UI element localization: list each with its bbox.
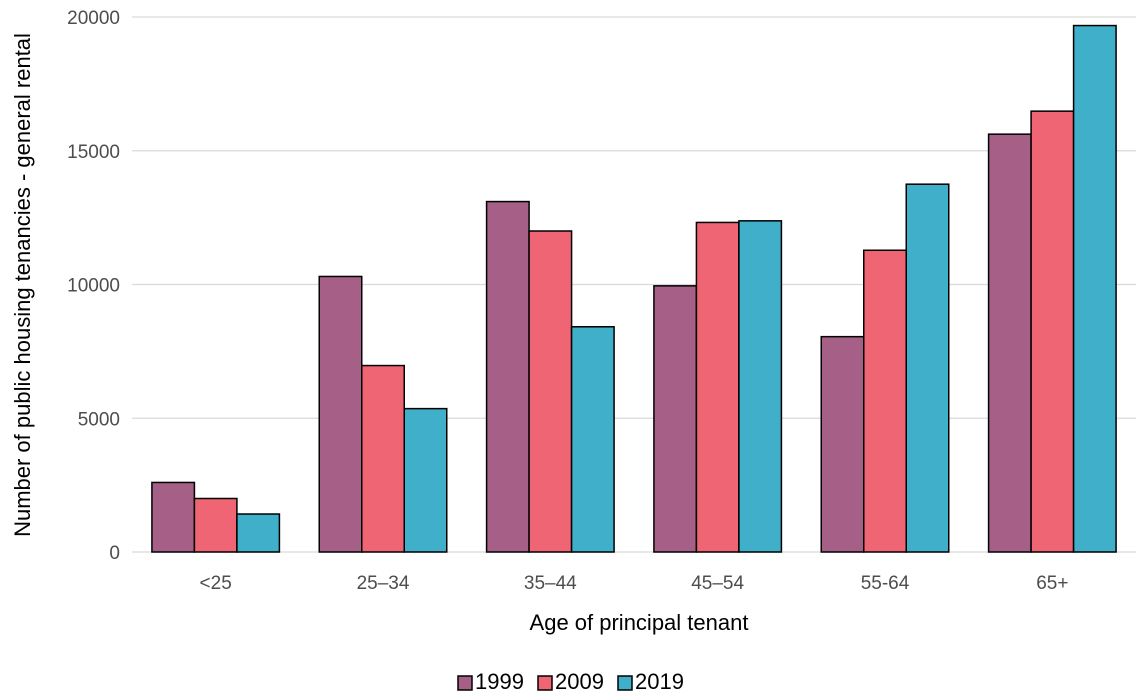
bar-2019-5 <box>1072 24 1117 553</box>
x-tick-label: 45–54 <box>691 573 744 594</box>
x-tick-labels: <25 25–34 35–44 45–54 55-64 65+ <box>200 573 1069 594</box>
bar-1999-2 <box>485 200 530 553</box>
bar-2009-3 <box>695 221 740 553</box>
bar-1999-1 <box>318 275 363 553</box>
y-tick-label: 10000 <box>67 276 120 297</box>
x-tick-label: <25 <box>200 573 232 594</box>
bar-2019-3 <box>738 220 783 553</box>
x-tick-label: 25–34 <box>357 573 410 594</box>
bar-1999-0 <box>151 481 196 553</box>
legend-swatch-1999 <box>457 675 473 691</box>
legend-label-1999: 1999 <box>475 669 524 694</box>
legend: 1999 2009 2019 <box>457 669 684 694</box>
bar-2009-4 <box>863 249 907 553</box>
legend-label-2019: 2019 <box>635 669 684 694</box>
bar-1999-5 <box>987 133 1032 553</box>
bar-2009-1 <box>361 364 405 553</box>
y-tick-label: 20000 <box>67 8 120 29</box>
legend-swatch-2019 <box>617 675 633 691</box>
x-tick-label: 55-64 <box>861 573 910 594</box>
legend-label-2009: 2009 <box>555 669 604 694</box>
bar-2019-4 <box>905 183 950 553</box>
bar-2009-0 <box>193 497 238 553</box>
legend-swatch-2009 <box>537 675 553 691</box>
x-tick-label: 65+ <box>1036 573 1068 594</box>
bar-2019-2 <box>570 326 615 553</box>
x-tick-label: 35–44 <box>524 573 577 594</box>
bars <box>151 24 1117 553</box>
y-tick-label: 5000 <box>78 409 120 430</box>
gridlines <box>132 16 1136 553</box>
bar-2009-2 <box>528 230 573 553</box>
y-tick-labels: 0 5000 10000 15000 20000 <box>67 8 120 564</box>
bar-1999-4 <box>820 335 865 553</box>
bar-2009-5 <box>1030 110 1075 553</box>
y-tick-label: 15000 <box>67 142 120 163</box>
bar-1999-3 <box>653 285 698 553</box>
y-tick-label: 0 <box>109 543 120 564</box>
bar-2019-0 <box>236 513 281 553</box>
y-axis-title: Number of public housing tenancies - gen… <box>10 33 35 537</box>
x-axis-title: Age of principal tenant <box>530 610 749 635</box>
bar-2019-1 <box>403 407 448 553</box>
